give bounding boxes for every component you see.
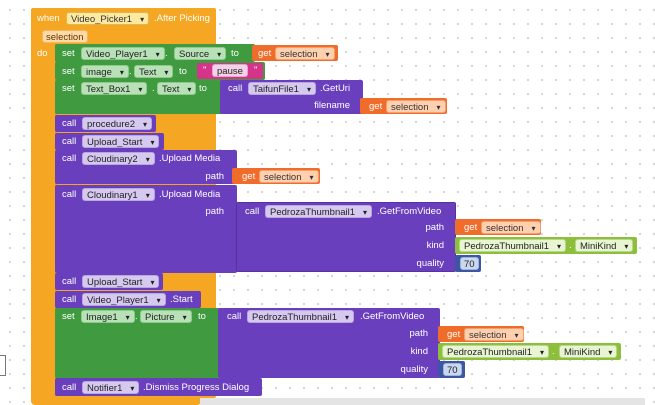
- arg-label-quality: quality: [400, 364, 428, 375]
- arg-label-path: path: [205, 171, 225, 182]
- call-component-video-player1[interactable]: Video_Player1: [82, 293, 166, 307]
- get-keyword: get: [369, 101, 383, 112]
- helper-value-minikind[interactable]: MiniKind: [559, 345, 618, 359]
- helper-value-minikind[interactable]: MiniKind: [575, 239, 634, 253]
- canvas-bottom-edge: [200, 398, 645, 405]
- call-keyword: call: [62, 136, 77, 147]
- text-string-value[interactable]: pause: [212, 64, 248, 77]
- set-keyword: set: [62, 83, 75, 94]
- set-property-text[interactable]: Text: [157, 82, 197, 96]
- arg-label-kind: kind: [426, 240, 444, 251]
- set-component-text-box1[interactable]: Text_Box1: [81, 82, 148, 96]
- procedure-name-upload-start[interactable]: Upload_Start: [82, 275, 160, 289]
- event-component-dropdown[interactable]: Video_Picker1: [66, 12, 150, 26]
- number-value-70[interactable]: 70: [443, 363, 462, 376]
- event-parameter-selection[interactable]: selection: [42, 30, 88, 43]
- method-dismiss-progress-dialog: .Dismiss Progress Dialog: [143, 382, 250, 393]
- dot: .: [135, 311, 138, 322]
- method-start: .Start: [170, 294, 193, 305]
- call-component-cloudinary1[interactable]: Cloudinary1: [82, 188, 155, 202]
- get-variable-selection[interactable]: selection: [481, 221, 541, 235]
- dot: .: [129, 66, 132, 77]
- arg-label-path: path: [409, 328, 429, 339]
- call-keyword: call: [62, 118, 77, 129]
- call-component-notifier1[interactable]: Notifier1: [82, 381, 140, 395]
- call-component-pedrozathumbnail1[interactable]: PedrozaThumbnail1: [247, 310, 355, 324]
- to-keyword: to: [179, 66, 187, 77]
- method-getfromvideo: .GetFromVideo: [377, 206, 442, 217]
- helper-component-pedrozathumbnail1[interactable]: PedrozaThumbnail1: [459, 239, 567, 253]
- procedure-name-procedure2[interactable]: procedure2: [82, 117, 153, 131]
- method-upload-media: .Upload Media: [159, 153, 221, 164]
- dot: .: [569, 240, 572, 251]
- quote-close: ": [254, 65, 258, 76]
- number-value-70[interactable]: 70: [460, 257, 479, 270]
- arg-label-path: path: [205, 206, 225, 217]
- method-upload-media: .Upload Media: [159, 189, 221, 200]
- set-keyword: set: [62, 48, 75, 59]
- dot: .: [552, 346, 555, 357]
- when-keyword: when: [37, 13, 60, 24]
- method-geturi: .GetUri: [320, 83, 351, 94]
- call-component-taifunfile1[interactable]: TaifunFile1: [248, 82, 316, 96]
- arg-label-filename: filename: [314, 100, 350, 111]
- call-keyword: call: [62, 382, 77, 393]
- offscreen-block-edge[interactable]: [0, 355, 6, 376]
- arg-label-path: path: [425, 222, 445, 233]
- call-component-cloudinary2[interactable]: Cloudinary2: [82, 152, 155, 166]
- get-variable-selection[interactable]: selection: [275, 47, 335, 61]
- to-keyword: to: [198, 311, 206, 322]
- call-keyword: call: [62, 153, 77, 164]
- set-property-source[interactable]: Source: [174, 47, 227, 61]
- get-variable-selection[interactable]: selection: [464, 328, 524, 342]
- event-block-bottom: [31, 395, 201, 405]
- call-keyword: call: [62, 189, 77, 200]
- to-keyword: to: [231, 48, 239, 59]
- set-component-video-player1[interactable]: Video_Player1: [81, 47, 165, 61]
- quote-open: ": [203, 65, 207, 76]
- call-keyword: call: [227, 311, 242, 322]
- get-keyword: get: [447, 329, 461, 340]
- call-keyword: call: [62, 294, 77, 305]
- helper-component-pedrozathumbnail1[interactable]: PedrozaThumbnail1: [442, 345, 550, 359]
- get-variable-selection[interactable]: selection: [386, 100, 446, 114]
- to-keyword: to: [199, 83, 207, 94]
- get-keyword: get: [242, 171, 256, 182]
- call-keyword: call: [245, 206, 260, 217]
- get-keyword: get: [464, 222, 478, 233]
- dot: .: [165, 48, 168, 59]
- get-keyword: get: [258, 48, 272, 59]
- method-getfromvideo: .GetFromVideo: [360, 311, 425, 322]
- call-component-pedrozathumbnail1[interactable]: PedrozaThumbnail1: [265, 205, 373, 219]
- event-name: .After Picking: [154, 13, 210, 24]
- set-component-image1[interactable]: Image1: [81, 310, 135, 324]
- dot: .: [152, 83, 155, 94]
- procedure-name-upload-start[interactable]: Upload_Start: [82, 135, 160, 149]
- call-keyword: call: [228, 83, 243, 94]
- do-keyword: do: [37, 48, 48, 59]
- set-property-text[interactable]: Text: [134, 65, 174, 79]
- arg-label-quality: quality: [416, 258, 444, 269]
- set-property-picture[interactable]: Picture: [140, 310, 192, 324]
- set-component-image[interactable]: image: [81, 65, 129, 79]
- get-variable-selection[interactable]: selection: [259, 170, 319, 184]
- call-keyword: call: [62, 276, 77, 287]
- arg-label-kind: kind: [410, 346, 428, 357]
- set-keyword: set: [62, 66, 75, 77]
- set-keyword: set: [62, 311, 75, 322]
